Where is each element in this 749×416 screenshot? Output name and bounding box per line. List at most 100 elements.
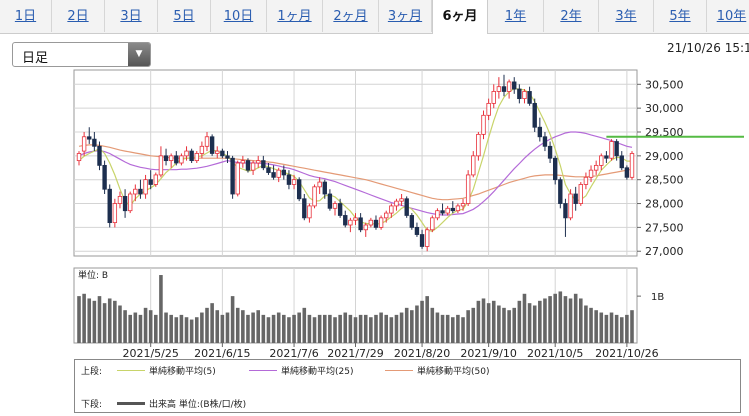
candle-body — [553, 157, 558, 181]
tab-3ヶ月[interactable]: 3ヶ月 — [379, 0, 432, 32]
volume-bar — [123, 310, 127, 343]
candle-body — [163, 155, 169, 162]
volume-bar — [333, 317, 337, 343]
tab-1日[interactable]: 1日 — [0, 0, 52, 32]
candle-body — [496, 86, 502, 92]
candle-body — [133, 188, 138, 195]
candle-body — [424, 229, 430, 247]
volume-bar — [169, 314, 173, 343]
candle-body — [76, 153, 82, 162]
candle-body — [583, 176, 589, 185]
tab-10日[interactable]: 10日 — [211, 0, 267, 32]
tab-3年[interactable]: 3年 — [599, 0, 654, 32]
tab-2年[interactable]: 2年 — [544, 0, 599, 32]
x-tick-label: 2021/10/26 — [595, 347, 658, 360]
volume-bar — [322, 314, 327, 343]
candle-body — [215, 150, 220, 154]
chevron-down-icon[interactable]: ▼ — [128, 43, 150, 66]
chart-legend: 上段: 単純移動平均(5) 単純移動平均(25) 単純移動平均(50) 下段: … — [74, 359, 741, 413]
volume-bar — [307, 314, 312, 343]
candle-body — [363, 224, 368, 231]
volume-bar — [251, 312, 255, 343]
volume-bar — [174, 317, 179, 343]
candle-body — [471, 155, 476, 176]
tab-5日[interactable]: 5日 — [158, 0, 211, 32]
volume-bar — [107, 298, 112, 343]
volume-bar — [276, 312, 281, 343]
candle-body — [353, 217, 358, 221]
volume-bar — [630, 310, 634, 343]
candle-body — [414, 226, 420, 235]
volume-bar — [548, 296, 552, 343]
candle-body — [419, 234, 425, 247]
volume-bar — [522, 293, 527, 343]
candle-body — [384, 212, 389, 219]
volume-bar — [164, 312, 168, 343]
tab-6ヶ月[interactable]: 6ヶ月 — [432, 0, 488, 34]
candle-body — [445, 207, 450, 214]
legend-ma5-swatch — [117, 370, 145, 371]
candle-body — [296, 179, 302, 200]
volume-bar — [456, 314, 460, 343]
volume-bar — [271, 314, 276, 343]
candle-body — [122, 195, 128, 212]
candle-body — [629, 153, 635, 178]
candle-body — [430, 217, 435, 231]
volume-bar — [486, 303, 491, 343]
candle-body — [486, 102, 491, 116]
candle-body — [327, 193, 333, 209]
legend-ma25-swatch — [249, 370, 277, 371]
volume-bar — [138, 314, 143, 343]
candle-body — [199, 145, 205, 154]
volume-bar — [338, 314, 342, 343]
candle-body — [522, 91, 527, 100]
candle-body — [261, 160, 266, 169]
tab-1ヶ月[interactable]: 1ヶ月 — [267, 0, 323, 32]
volume-bar — [82, 293, 86, 343]
candle-body — [588, 169, 594, 178]
candle-body — [624, 167, 630, 178]
candle-body — [148, 179, 153, 185]
candle-body — [266, 167, 271, 173]
volume-bar — [179, 314, 184, 343]
candle-body — [558, 179, 563, 204]
candle-body — [440, 210, 445, 214]
candle-body — [307, 205, 312, 219]
candle-body — [102, 164, 107, 190]
candle-body — [230, 157, 235, 195]
tab-5年[interactable]: 5年 — [654, 0, 707, 32]
tab-2ヶ月[interactable]: 2ヶ月 — [323, 0, 379, 32]
tab-1年[interactable]: 1年 — [488, 0, 544, 32]
tab-3日[interactable]: 3日 — [105, 0, 158, 32]
y-tick-label: 28,000 — [645, 198, 684, 211]
volume-bar — [87, 298, 92, 343]
candle-body — [563, 203, 568, 219]
volume-bar — [184, 317, 189, 343]
candle-body — [179, 155, 184, 164]
volume-bar — [420, 300, 424, 343]
candle-body — [117, 195, 123, 204]
candle-body — [609, 141, 614, 159]
legend-volume-label: 出来高 単位:(B株/口/枚) — [149, 400, 247, 410]
candle-body — [517, 88, 522, 100]
volume-bar — [625, 314, 629, 343]
volume-bar — [579, 298, 583, 343]
candle-body — [389, 205, 394, 214]
volume-bar — [353, 317, 358, 343]
period-select-value: 日足 — [22, 51, 49, 66]
volume-bar — [399, 312, 404, 343]
legend-ma50-swatch — [385, 370, 413, 371]
candle-body — [92, 138, 97, 147]
volume-bar — [230, 296, 235, 343]
candle-body — [312, 186, 317, 207]
volume-bar — [92, 300, 97, 343]
volume-bar — [507, 310, 511, 343]
period-select[interactable]: 日足 ▼ — [12, 42, 151, 67]
volume-bar — [517, 300, 522, 343]
volume-bar — [481, 298, 486, 343]
tab-10年[interactable]: 10年 — [707, 0, 749, 32]
candle-body — [153, 174, 158, 185]
volume-bar — [568, 298, 573, 343]
tab-2日[interactable]: 2日 — [52, 0, 105, 32]
